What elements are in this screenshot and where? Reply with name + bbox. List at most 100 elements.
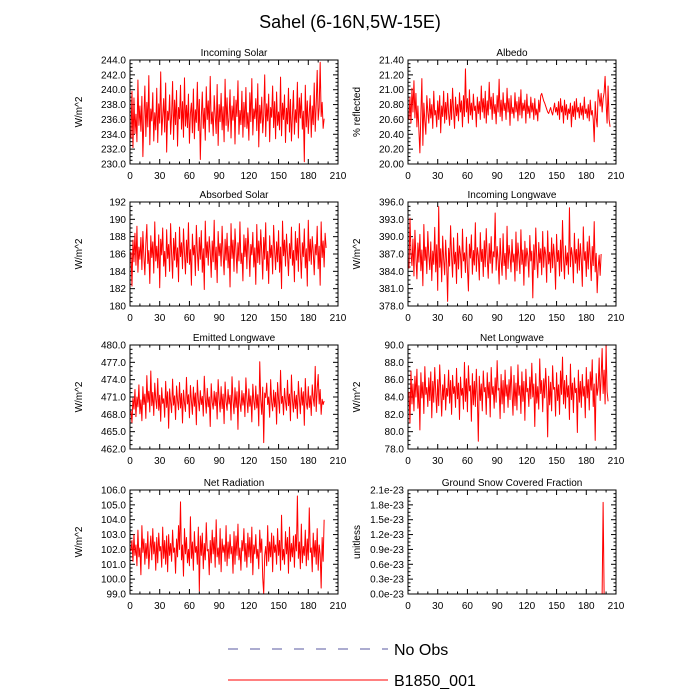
x-tick-label: 150 bbox=[548, 171, 565, 182]
y-axis-label: W/m^2 bbox=[352, 381, 363, 412]
x-tick-label: 180 bbox=[300, 456, 317, 467]
x-tick-label: 30 bbox=[154, 456, 166, 467]
y-tick-label: 21.00 bbox=[379, 85, 404, 96]
y-axis-label: W/m^2 bbox=[74, 381, 85, 412]
y-tick-label: 244.0 bbox=[101, 56, 126, 67]
x-tick-label: 90 bbox=[214, 601, 226, 612]
x-tick-label: 120 bbox=[519, 456, 536, 467]
legend-label-0: No Obs bbox=[394, 642, 448, 659]
x-tick-label: 120 bbox=[241, 171, 258, 182]
panel-2: Absorbed Solar W/m^2 0 30 60 90 120 150 180 210 18… bbox=[74, 190, 347, 324]
x-tick-label: 0 bbox=[127, 456, 133, 467]
y-tick-label: 82.0 bbox=[385, 410, 405, 421]
y-axis-label: W/m^2 bbox=[74, 238, 85, 269]
y-tick-label: 480.0 bbox=[101, 341, 126, 352]
x-tick-label: 210 bbox=[608, 171, 625, 182]
series-line-b1850_001 bbox=[130, 495, 325, 595]
x-tick-label: 30 bbox=[432, 456, 444, 467]
x-tick-label: 60 bbox=[462, 601, 474, 612]
y-tick-label: 384.0 bbox=[379, 267, 404, 278]
y-tick-label: 180 bbox=[109, 302, 126, 313]
x-tick-label: 120 bbox=[519, 171, 536, 182]
x-tick-label: 210 bbox=[608, 313, 625, 324]
y-tick-label: 104.0 bbox=[101, 515, 126, 526]
x-tick-label: 60 bbox=[462, 313, 474, 324]
y-tick-label: 105.0 bbox=[101, 500, 126, 511]
x-tick-label: 180 bbox=[300, 171, 317, 182]
series-line-b1850_001 bbox=[130, 361, 325, 444]
x-tick-label: 0 bbox=[127, 313, 133, 324]
x-tick-label: 90 bbox=[214, 456, 226, 467]
y-tick-label: 1.2e-23 bbox=[370, 530, 404, 541]
y-tick-label: 234.0 bbox=[101, 130, 126, 141]
panel-3: Incoming Longwave W/m^2 0 30 60 90 120 150 180 21… bbox=[352, 190, 625, 324]
x-tick-label: 90 bbox=[214, 171, 226, 182]
series-line-b1850_001 bbox=[408, 206, 602, 302]
panels-grid: Incoming Solar W/m^2 0 30 60 90 120 150 180 210 23… bbox=[74, 48, 625, 612]
y-tick-label: 103.0 bbox=[101, 530, 126, 541]
y-tick-label: 186 bbox=[109, 250, 126, 261]
plot-frame bbox=[129, 59, 339, 165]
series-line-b1850_001 bbox=[408, 345, 609, 442]
y-tick-label: 90.0 bbox=[385, 341, 405, 352]
x-tick-label: 90 bbox=[492, 171, 504, 182]
y-tick-label: 474.0 bbox=[101, 375, 126, 386]
plot-frame bbox=[407, 489, 617, 595]
y-tick-label: 477.0 bbox=[101, 358, 126, 369]
x-tick-label: 150 bbox=[548, 601, 565, 612]
y-tick-label: 232.0 bbox=[101, 145, 126, 156]
panel-title: Net Longwave bbox=[480, 333, 544, 344]
y-axis-label: W/m^2 bbox=[74, 96, 85, 127]
x-tick-label: 60 bbox=[184, 456, 196, 467]
y-tick-label: 0.0e-23 bbox=[370, 590, 404, 601]
y-tick-label: 393.0 bbox=[379, 215, 404, 226]
panel-title: Albedo bbox=[496, 48, 528, 59]
x-tick-label: 30 bbox=[154, 171, 166, 182]
x-tick-label: 0 bbox=[405, 313, 411, 324]
y-tick-label: 378.0 bbox=[379, 302, 404, 313]
x-tick-label: 180 bbox=[578, 313, 595, 324]
x-tick-label: 90 bbox=[492, 601, 504, 612]
y-tick-label: 88.0 bbox=[385, 358, 405, 369]
x-tick-label: 0 bbox=[405, 601, 411, 612]
x-tick-label: 30 bbox=[154, 313, 166, 324]
x-tick-label: 210 bbox=[330, 313, 347, 324]
y-axis-label: % reflected bbox=[352, 87, 363, 137]
x-tick-label: 60 bbox=[462, 171, 474, 182]
x-tick-label: 90 bbox=[492, 313, 504, 324]
y-tick-label: 20.60 bbox=[379, 115, 404, 126]
y-axis-label: W/m^2 bbox=[352, 238, 363, 269]
x-tick-label: 60 bbox=[462, 456, 474, 467]
figure-title: Sahel (6-16N,5W-15E) bbox=[259, 12, 441, 32]
y-tick-label: 465.0 bbox=[101, 427, 126, 438]
y-tick-label: 471.0 bbox=[101, 393, 126, 404]
y-tick-label: 21.40 bbox=[379, 56, 404, 67]
x-tick-label: 150 bbox=[270, 171, 287, 182]
y-tick-label: 106.0 bbox=[101, 486, 126, 497]
plot-frame bbox=[129, 201, 339, 307]
x-tick-label: 210 bbox=[330, 601, 347, 612]
x-tick-label: 0 bbox=[405, 171, 411, 182]
x-tick-label: 150 bbox=[270, 601, 287, 612]
y-tick-label: 20.40 bbox=[379, 130, 404, 141]
y-tick-label: 242.0 bbox=[101, 70, 126, 81]
y-tick-label: 20.20 bbox=[379, 145, 404, 156]
legend-label-1: B1850_001 bbox=[394, 673, 476, 690]
x-tick-label: 210 bbox=[330, 171, 347, 182]
legend: No Obs B1850_001 bbox=[228, 642, 476, 690]
y-tick-label: 188 bbox=[109, 232, 126, 243]
y-tick-label: 182 bbox=[109, 284, 126, 295]
plot-frame bbox=[407, 201, 617, 307]
series-line-b1850_001 bbox=[130, 219, 327, 291]
y-tick-label: 20.80 bbox=[379, 100, 404, 111]
panel-4: Emitted Longwave W/m^2 0 30 60 90 120 150 180 210… bbox=[74, 333, 347, 467]
y-tick-label: 99.0 bbox=[107, 590, 127, 601]
y-tick-label: 192 bbox=[109, 198, 126, 209]
y-axis-label: W/m^2 bbox=[74, 526, 85, 557]
y-tick-label: 20.00 bbox=[379, 160, 404, 171]
panel-title: Absorbed Solar bbox=[200, 190, 270, 201]
panel-5: Net Longwave W/m^2 0 30 60 90 120 150 180 210 78.0… bbox=[352, 333, 625, 467]
y-tick-label: 381.0 bbox=[379, 284, 404, 295]
y-tick-label: 21.20 bbox=[379, 70, 404, 81]
